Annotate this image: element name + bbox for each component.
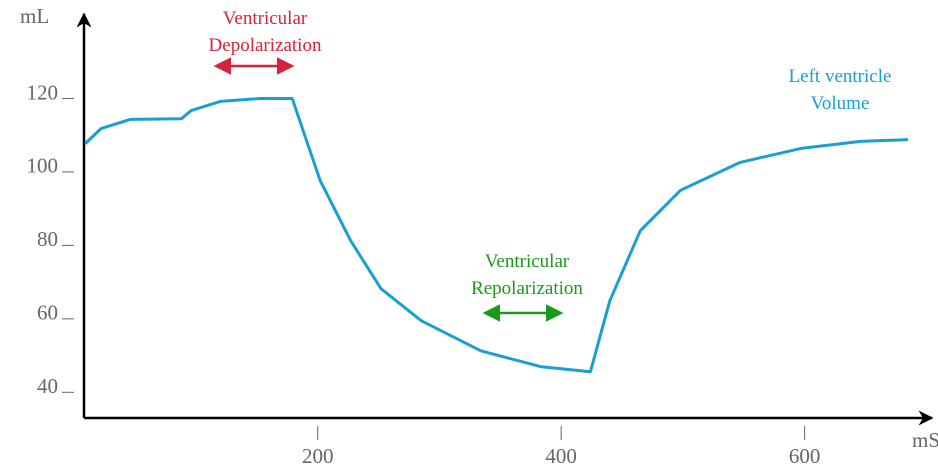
- legend-label: Left ventricle Volume: [788, 66, 892, 114]
- y-tick-label: 120: [27, 80, 59, 104]
- y-axis-label: mL: [20, 4, 49, 28]
- x-tick-label: 600: [789, 444, 821, 468]
- x-tick-label: 400: [545, 444, 577, 468]
- y-tick-label: 80: [37, 227, 58, 251]
- annotation: Ventricular Depolarization: [208, 8, 322, 56]
- y-tick-label: 60: [37, 301, 58, 325]
- y-tick-label: 100: [27, 154, 59, 178]
- series-line: [84, 97, 909, 374]
- annotation: Ventricular Repolarization: [471, 251, 583, 299]
- x-tick-label: 200: [302, 444, 334, 468]
- y-tick-label: 40: [37, 374, 58, 398]
- x-axis-label: mS: [912, 428, 938, 452]
